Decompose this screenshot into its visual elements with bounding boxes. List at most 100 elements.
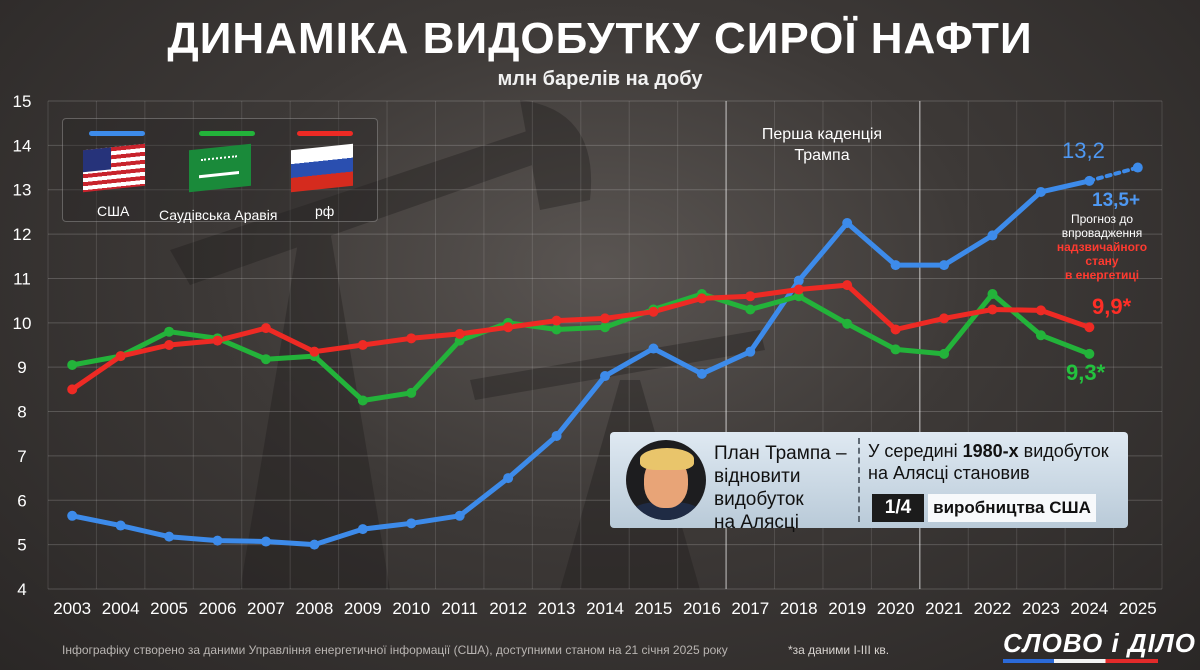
saudi-2024-label: 9,3* bbox=[1066, 360, 1106, 385]
trump-plan-text: План Трампа – відновити видобуток на Аля… bbox=[714, 442, 847, 534]
x-tick-label: 2005 bbox=[150, 599, 188, 618]
series-line-1 bbox=[69, 291, 1092, 403]
data-point bbox=[115, 520, 126, 531]
x-tick-label: 2003 bbox=[53, 599, 91, 618]
alaska-history-line-2: на Алясці становив bbox=[868, 463, 1030, 483]
alaska-history-decade: 1980-х bbox=[962, 441, 1019, 461]
data-point bbox=[1035, 305, 1046, 316]
data-point bbox=[551, 324, 562, 335]
legend: США Саудівська Аравія рф bbox=[62, 118, 378, 223]
data-point bbox=[793, 275, 804, 286]
data-point bbox=[793, 284, 804, 295]
y-tick-label: 14 bbox=[13, 136, 32, 155]
alaska-history-line-1: У середині 1980-х видобуток bbox=[868, 440, 1109, 462]
y-tick-label: 5 bbox=[17, 536, 26, 555]
source-note: Інфографіку створено за даними Управлінн… bbox=[62, 643, 728, 657]
data-point bbox=[260, 323, 271, 334]
forecast-point bbox=[1132, 162, 1143, 173]
data-point bbox=[696, 293, 707, 304]
data-point bbox=[987, 288, 998, 299]
x-tick-label: 2014 bbox=[586, 599, 624, 618]
x-tick-label: 2015 bbox=[635, 599, 673, 618]
x-tick-label: 2009 bbox=[344, 599, 382, 618]
series-line-0 bbox=[69, 178, 1092, 548]
brand-logo-stripe bbox=[1003, 659, 1158, 663]
y-tick-label: 13 bbox=[13, 181, 32, 200]
alaska-history-part-c: видобуток bbox=[1018, 441, 1109, 461]
usa-flag-icon bbox=[83, 143, 145, 193]
forecast-note-line-4: стану bbox=[1085, 254, 1119, 268]
alaska-history-text: У середині 1980-х видобуток на Алясці ст… bbox=[868, 440, 1109, 484]
data-point bbox=[212, 535, 223, 546]
data-point bbox=[842, 218, 853, 228]
data-point bbox=[260, 536, 271, 547]
x-tick-label: 2023 bbox=[1022, 599, 1060, 618]
alaska-callout: План Трампа – відновити видобуток на Аля… bbox=[610, 432, 1128, 533]
data-point bbox=[551, 430, 562, 441]
x-tick-label: 2016 bbox=[683, 599, 721, 618]
y-tick-label: 8 bbox=[17, 403, 26, 422]
data-point bbox=[1084, 322, 1095, 333]
legend-label-usa: США bbox=[97, 203, 130, 219]
forecast-note-line-1: Прогноз до bbox=[1070, 212, 1134, 226]
x-tick-label: 2017 bbox=[731, 599, 769, 618]
data-point bbox=[939, 348, 950, 359]
x-tick-label: 2024 bbox=[1070, 599, 1108, 618]
y-tick-label: 10 bbox=[13, 314, 32, 333]
y-tick-label: 9 bbox=[17, 358, 26, 377]
rf-2024-label: 9,9* bbox=[1092, 294, 1132, 319]
data-point bbox=[890, 344, 901, 355]
data-point bbox=[67, 510, 78, 521]
x-tick-label: 2025 bbox=[1119, 599, 1157, 618]
data-point bbox=[454, 510, 465, 521]
y-tick-label: 4 bbox=[17, 580, 26, 599]
data-point bbox=[1084, 175, 1095, 186]
trump-plan-line-4: на Алясці bbox=[714, 512, 799, 533]
data-point bbox=[987, 304, 998, 315]
data-point bbox=[745, 291, 756, 302]
data-point bbox=[357, 340, 368, 350]
x-tick-label: 2018 bbox=[780, 599, 818, 618]
data-point bbox=[212, 335, 223, 346]
data-point bbox=[551, 315, 562, 326]
data-point bbox=[842, 318, 853, 329]
x-tick-label: 2019 bbox=[828, 599, 866, 618]
x-tick-label: 2007 bbox=[247, 599, 285, 618]
y-tick-label: 7 bbox=[17, 447, 26, 466]
x-tick-label: 2012 bbox=[489, 599, 527, 618]
data-point bbox=[164, 326, 175, 337]
data-point bbox=[357, 524, 368, 535]
chart-subtitle: млн барелів на добу bbox=[497, 68, 703, 90]
trump-plan-line-1: План Трампа – bbox=[714, 443, 847, 464]
y-tick-label: 6 bbox=[17, 491, 26, 510]
trump-term-label: Перша каденція Трампа bbox=[761, 126, 883, 164]
data-point bbox=[600, 371, 610, 382]
x-tick-label: 2021 bbox=[925, 599, 963, 618]
legend-line-usa bbox=[89, 131, 145, 136]
forecast-note-line-2: впровадження bbox=[1061, 226, 1143, 240]
forecast-line bbox=[1087, 165, 1140, 183]
x-tick-label: 2011 bbox=[441, 599, 478, 618]
footnote-asterisk: *за даними I-III кв. bbox=[788, 643, 890, 657]
legend-line-saudi bbox=[199, 131, 255, 136]
data-point bbox=[1084, 348, 1095, 359]
usa-2024-label: 13,2 bbox=[1062, 138, 1105, 163]
data-point bbox=[406, 333, 417, 344]
data-point bbox=[987, 230, 998, 241]
chart-title: ДИНАМІКА ВИДОБУТКУ СИРОЇ НАФТИ bbox=[167, 14, 1033, 63]
data-point bbox=[745, 304, 756, 315]
data-point bbox=[600, 313, 610, 324]
x-tick-label: 2020 bbox=[877, 599, 915, 618]
y-tick-label: 11 bbox=[13, 269, 31, 288]
legend-label-saudi: Саудівська Аравія bbox=[159, 207, 278, 223]
data-point bbox=[406, 518, 417, 529]
data-point bbox=[67, 359, 78, 370]
alaska-share-note: виробництва США bbox=[928, 494, 1096, 522]
data-point bbox=[890, 324, 901, 335]
data-point bbox=[1035, 186, 1046, 197]
x-tick-label: 2004 bbox=[102, 599, 140, 618]
data-point bbox=[648, 306, 659, 317]
data-point bbox=[309, 539, 320, 550]
x-tick-label: 2022 bbox=[974, 599, 1012, 618]
usa-forecast-label: 13,5+ bbox=[1092, 190, 1141, 211]
